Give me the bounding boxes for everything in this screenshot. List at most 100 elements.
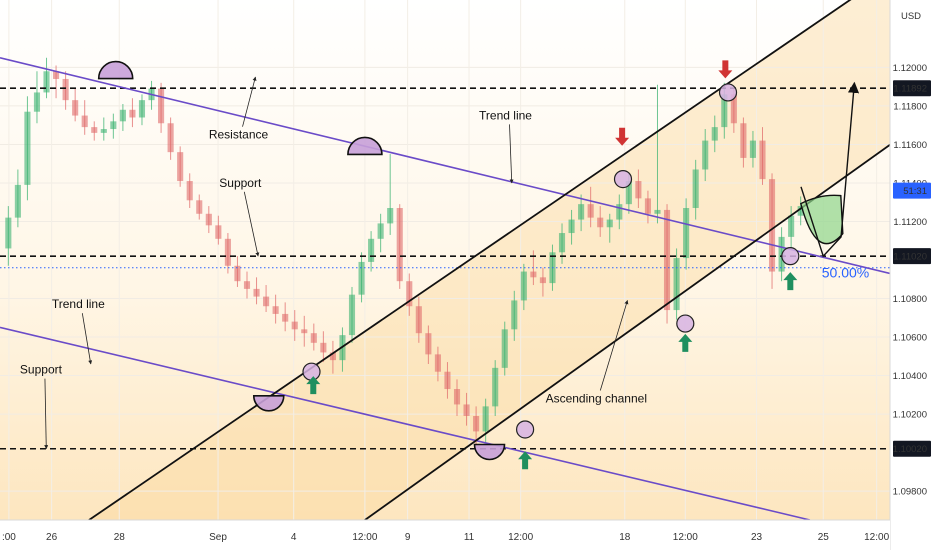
trend-line-2 <box>0 326 811 521</box>
candle-body <box>453 389 461 405</box>
candle-body <box>415 306 422 334</box>
candle-body <box>511 300 518 330</box>
candle-body <box>167 123 174 153</box>
candle-body <box>482 406 489 432</box>
candle-body <box>43 71 50 93</box>
time-tick-label: 26 <box>46 532 58 543</box>
trend-line-1 <box>0 57 891 275</box>
candle-body <box>759 140 766 180</box>
candle-body <box>473 416 480 432</box>
price-highlight-box <box>893 80 931 97</box>
candle-body <box>683 208 690 259</box>
annotation-pointer <box>243 191 260 257</box>
annotation-pointer <box>81 313 93 365</box>
candle-body <box>702 140 709 170</box>
annotation-pointer <box>242 76 257 127</box>
candle-body <box>539 277 546 284</box>
annotation-pointer <box>44 378 49 450</box>
up-arrow-icon <box>678 333 693 352</box>
cap-bottom <box>252 394 285 412</box>
candle-body <box>320 342 327 353</box>
time-tick-label: 12:00 <box>352 532 377 543</box>
time-tick-label: 23 <box>751 532 763 543</box>
price-tick-label: 1.10400 <box>893 371 927 382</box>
touch-circle <box>302 362 321 381</box>
candle-body <box>110 121 117 130</box>
candle-body <box>425 333 432 355</box>
price-highlight-label: 1.11892 <box>893 84 927 95</box>
candle-body <box>692 169 699 208</box>
candle-body <box>62 78 69 101</box>
currency-label: USD <box>901 11 921 22</box>
candle-body <box>253 288 260 297</box>
annotation-label: Trend line <box>52 297 105 311</box>
candle-body <box>711 127 718 141</box>
candle-body <box>91 127 98 133</box>
projection-arrow <box>800 81 860 258</box>
annotation-pointer <box>599 300 629 391</box>
price-tick-label: 1.10200 <box>893 410 927 421</box>
up-arrow-icon <box>518 451 533 470</box>
candle-body <box>138 100 146 118</box>
annotation-label: Trend line <box>479 108 532 122</box>
candle-body <box>129 109 136 118</box>
price-highlight-label: 1.11020 <box>893 252 927 263</box>
time-tick-label: 28 <box>114 532 126 543</box>
candle-body <box>224 238 231 266</box>
candle-body <box>663 209 671 311</box>
candle-body <box>301 329 308 334</box>
candle-body <box>492 367 499 407</box>
candle-body <box>177 152 184 182</box>
candle-body <box>520 271 527 301</box>
candle-body <box>205 213 212 226</box>
time-tick-label: 9 <box>405 532 411 543</box>
price-highlight-box <box>893 248 931 265</box>
candle-body <box>234 265 241 282</box>
candle-body <box>434 354 441 372</box>
candle-body <box>444 371 451 390</box>
time-tick-label: Sep <box>209 532 227 543</box>
fib-50-label: 50.00% <box>822 264 869 280</box>
candle-body <box>24 111 31 185</box>
up-arrow-icon <box>306 376 321 395</box>
candle-body <box>158 88 165 124</box>
candle-body <box>797 206 804 216</box>
price-tick-label: 1.11600 <box>893 140 927 151</box>
time-tick-label: :00 <box>2 532 16 543</box>
annotation-label: Support <box>20 363 63 377</box>
annotation-label: Ascending channel <box>546 392 647 406</box>
candle-body <box>215 225 222 239</box>
candle-body <box>81 115 88 128</box>
price-highlight-label: 51:31 <box>903 186 927 197</box>
price-highlight-box <box>893 440 931 457</box>
cap-top <box>97 60 134 80</box>
candle-body <box>100 129 107 133</box>
candle-body <box>740 123 747 158</box>
touch-circle <box>781 247 800 266</box>
candle-body <box>558 233 566 253</box>
time-axis-panel <box>0 520 890 550</box>
candle-body <box>749 140 757 158</box>
candle-body <box>768 179 776 272</box>
annotation-pointer <box>509 124 514 184</box>
candle-body <box>243 281 251 289</box>
time-tick-label: 18 <box>619 532 631 543</box>
candle-body <box>730 94 737 124</box>
touch-circle <box>676 314 695 333</box>
time-tick-label: 12:00 <box>508 532 533 543</box>
price-tick-label: 1.12000 <box>893 63 927 74</box>
touch-circle <box>515 420 535 439</box>
price-tick-label: 1.10800 <box>893 294 927 305</box>
candle-body <box>358 261 365 295</box>
candle-body <box>272 306 279 314</box>
candle-body <box>33 92 41 112</box>
candle-body <box>606 219 613 228</box>
price-tick-label: 1.11800 <box>893 101 927 112</box>
candle-body <box>616 204 623 220</box>
time-tick-label: 25 <box>818 532 830 543</box>
candle-body <box>396 208 403 282</box>
price-highlight-label: 1.10020 <box>893 444 927 455</box>
time-tick-label: 12:00 <box>864 532 889 543</box>
